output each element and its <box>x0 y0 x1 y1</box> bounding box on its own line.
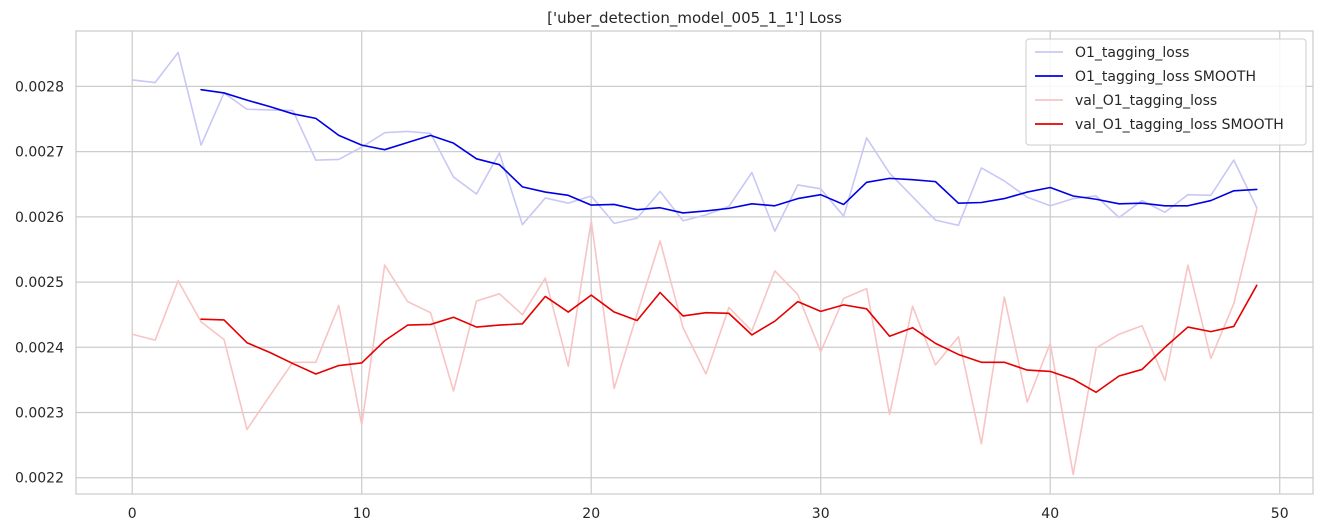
legend-label-o1-tagging-loss: O1_tagging_loss <box>1075 45 1189 61</box>
legend-frame <box>1025 38 1307 146</box>
y-tick-label-6: 0.0028 <box>15 79 64 95</box>
grid <box>76 31 1313 494</box>
series-line-o1-tagging-loss-smooth <box>200 88 1258 214</box>
series-line-o1-tagging-loss <box>131 51 1258 232</box>
legend: O1_tagging_loss O1_tagging_loss SMOOTH val… <box>1025 38 1307 146</box>
legend-label-o1-tagging-loss-smooth: O1_tagging_loss SMOOTH <box>1075 69 1256 85</box>
legend-label-val-o1-tagging-loss-smooth: val_O1_tagging_loss SMOOTH <box>1075 117 1284 133</box>
series-line-val-o1-tagging-loss <box>131 208 1258 476</box>
y-tick-label-2: 0.0024 <box>15 340 64 356</box>
y-tick-label-5: 0.0027 <box>15 145 64 161</box>
tick-labels: 0 10 20 30 40 50 0.0022 0.0023 0.0024 0.0025 0.002… <box>15 79 1289 522</box>
y-tick-label-4: 0.0026 <box>15 210 64 226</box>
chart-title: ['uber_detection_model_005_1_1'] Loss <box>547 9 842 28</box>
x-tick-label-5: 50 <box>1271 506 1289 522</box>
series-layer <box>131 51 1258 476</box>
plot-frame <box>75 30 1314 495</box>
x-tick-label-0: 0 <box>128 506 137 522</box>
x-tick-label-4: 40 <box>1041 506 1059 522</box>
y-tick-label-3: 0.0025 <box>15 275 64 291</box>
series-line-val-o1-tagging-loss-smooth <box>200 284 1258 394</box>
legend-label-val-o1-tagging-loss: val_O1_tagging_loss <box>1075 93 1217 109</box>
y-tick-label-1: 0.0023 <box>15 405 64 421</box>
x-tick-label-1: 10 <box>353 506 371 522</box>
y-tick-label-0: 0.0022 <box>15 471 64 487</box>
x-tick-label-3: 30 <box>812 506 830 522</box>
x-tick-label-2: 20 <box>582 506 600 522</box>
